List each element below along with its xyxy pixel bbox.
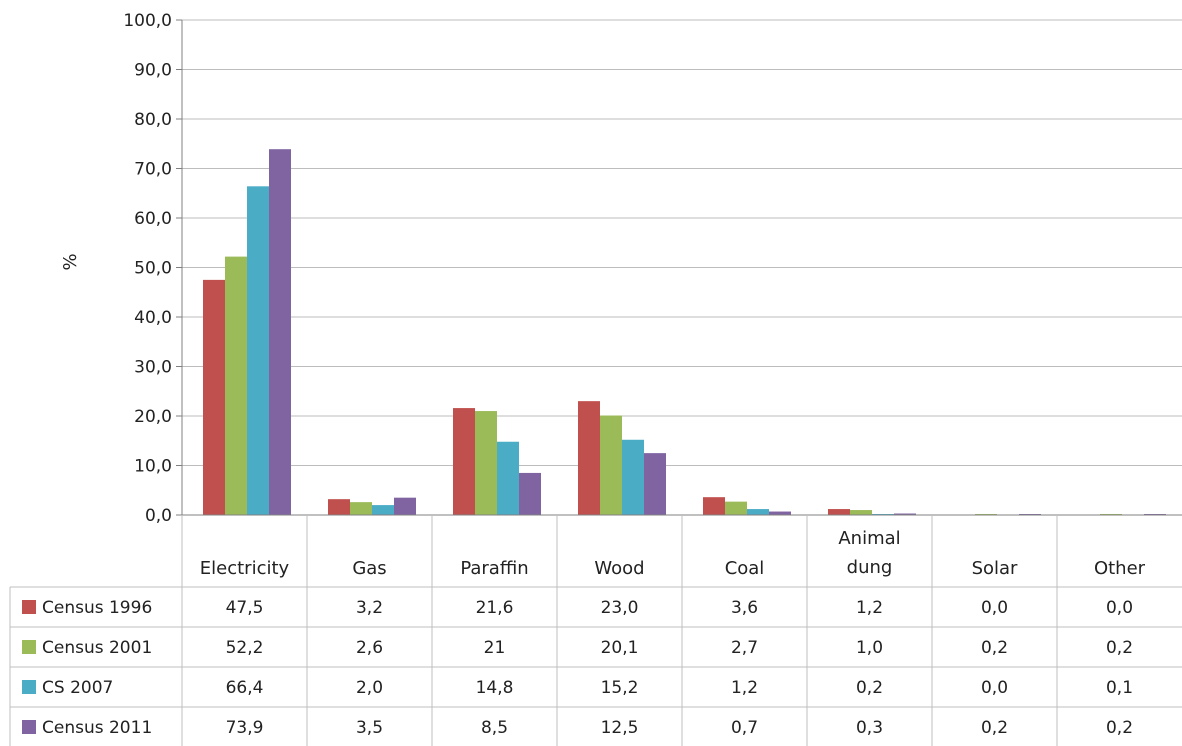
category-label-electricity: Electricity xyxy=(200,558,290,579)
bars xyxy=(203,149,1166,515)
y-tick-label: 20,0 xyxy=(134,407,172,427)
bar-census-2011-wood xyxy=(644,453,666,515)
data-label-census-2011-coal: 0,7 xyxy=(731,718,758,738)
gridlines xyxy=(182,19,1182,466)
bar-census-2001-coal xyxy=(725,501,747,515)
data-label-cs-2007-solar: 0,0 xyxy=(981,678,1008,698)
data-label-census-2001-paraffin: 21 xyxy=(484,638,506,658)
data-label-census-1996-coal: 3,6 xyxy=(731,598,758,618)
bar-census-1996-wood xyxy=(578,401,600,515)
data-label-census-2001-coal: 2,7 xyxy=(731,638,758,658)
y-tick-label: 60,0 xyxy=(134,209,172,229)
data-label-census-2011-solar: 0,2 xyxy=(981,718,1008,738)
category-label-animal-dung: dung xyxy=(847,557,893,578)
legend-label-cs-2007: CS 2007 xyxy=(42,678,113,698)
data-label-census-2001-wood: 20,1 xyxy=(601,638,639,658)
bar-census-1996-gas xyxy=(328,499,350,515)
bar-census-1996-coal xyxy=(703,497,725,515)
bar-census-2011-electricity xyxy=(269,149,291,515)
y-tick-label: 0,0 xyxy=(145,506,172,526)
data-label-census-2011-wood: 12,5 xyxy=(601,718,639,738)
bar-census-1996-animal-dung xyxy=(828,509,850,515)
data-label-census-1996-electricity: 47,5 xyxy=(226,598,264,618)
bar-census-2011-animal-dung xyxy=(894,513,916,515)
data-label-census-1996-wood: 23,0 xyxy=(601,598,639,618)
data-label-cs-2007-gas: 2,0 xyxy=(356,678,383,698)
category-label-solar: Solar xyxy=(972,558,1018,579)
y-tick-label: 40,0 xyxy=(134,308,172,328)
bar-cs-2007-coal xyxy=(747,509,769,515)
data-label-census-1996-other: 0,0 xyxy=(1106,598,1133,618)
data-label-census-2011-paraffin: 8,5 xyxy=(481,718,508,738)
legend-swatch-census-2001 xyxy=(22,640,36,654)
data-label-cs-2007-coal: 1,2 xyxy=(731,678,758,698)
bar-census-2001-paraffin xyxy=(475,411,497,515)
y-tick-label: 90,0 xyxy=(134,61,172,81)
legend-label-census-1996: Census 1996 xyxy=(42,598,152,618)
bar-cs-2007-electricity xyxy=(247,186,269,515)
y-tick-label: 10,0 xyxy=(134,457,172,477)
data-label-census-2011-gas: 3,5 xyxy=(356,718,383,738)
data-table: Electricity Gas Paraffin Wood Coal Animal dung… xyxy=(9,514,1182,746)
data-label-census-1996-paraffin: 21,6 xyxy=(476,598,514,618)
data-label-census-2001-electricity: 52,2 xyxy=(226,638,264,658)
bar-cs-2007-paraffin xyxy=(497,441,519,515)
legend-swatch-cs-2007 xyxy=(22,680,36,694)
category-label-coal: Coal xyxy=(725,558,765,579)
y-axis-label: % xyxy=(60,253,81,270)
data-label-census-2001-animal-dung: 1,0 xyxy=(856,638,883,658)
legend-label-census-2011: Census 2011 xyxy=(42,718,152,738)
data-label-cs-2007-animal-dung: 0,2 xyxy=(856,678,883,698)
data-label-cs-2007-wood: 15,2 xyxy=(601,678,639,698)
y-tick-label: 30,0 xyxy=(134,358,172,378)
bar-cs-2007-wood xyxy=(622,439,644,515)
category-label-animal-dung: Animal xyxy=(838,528,900,549)
bar-census-1996-electricity xyxy=(203,279,225,515)
bar-census-1996-paraffin xyxy=(453,408,475,515)
legend-swatch-census-1996 xyxy=(22,600,36,614)
category-label-other: Other xyxy=(1094,558,1146,579)
bar-census-2001-gas xyxy=(350,502,372,515)
y-tick-label: 100,0 xyxy=(123,11,172,31)
bar-census-2001-wood xyxy=(600,415,622,515)
bar-cs-2007-gas xyxy=(372,505,394,515)
data-label-census-2001-other: 0,2 xyxy=(1106,638,1133,658)
data-label-cs-2007-other: 0,1 xyxy=(1106,678,1133,698)
bar-census-2011-paraffin xyxy=(519,472,541,515)
data-label-census-2001-gas: 2,6 xyxy=(356,638,383,658)
bar-census-2001-electricity xyxy=(225,256,247,515)
category-label-wood: Wood xyxy=(594,558,644,579)
y-tick-label: 70,0 xyxy=(134,160,172,180)
bar-census-2011-coal xyxy=(769,511,791,515)
data-label-cs-2007-paraffin: 14,8 xyxy=(476,678,514,698)
data-label-census-1996-gas: 3,2 xyxy=(356,598,383,618)
data-label-census-2011-electricity: 73,9 xyxy=(226,718,264,738)
legend-swatch-census-2011 xyxy=(22,720,36,734)
data-label-census-2011-other: 0,2 xyxy=(1106,718,1133,738)
data-label-census-1996-animal-dung: 1,2 xyxy=(856,598,883,618)
category-label-gas: Gas xyxy=(352,558,386,579)
data-label-census-2001-solar: 0,2 xyxy=(981,638,1008,658)
data-label-cs-2007-electricity: 66,4 xyxy=(226,678,264,698)
y-tick-label: 50,0 xyxy=(134,259,172,279)
category-label-paraffin: Paraffin xyxy=(460,558,528,579)
bar-census-2011-gas xyxy=(394,497,416,515)
legend-label-census-2001: Census 2001 xyxy=(42,638,152,658)
bar-census-2001-animal-dung xyxy=(850,510,872,515)
y-axis: 0,0 10,0 20,0 30,0 40,0 50,0 60,0 70,0 80,0 90,0 1… xyxy=(123,11,183,526)
y-tick-label: 80,0 xyxy=(134,110,172,130)
data-label-census-2011-animal-dung: 0,3 xyxy=(856,718,883,738)
data-label-census-1996-solar: 0,0 xyxy=(981,598,1008,618)
